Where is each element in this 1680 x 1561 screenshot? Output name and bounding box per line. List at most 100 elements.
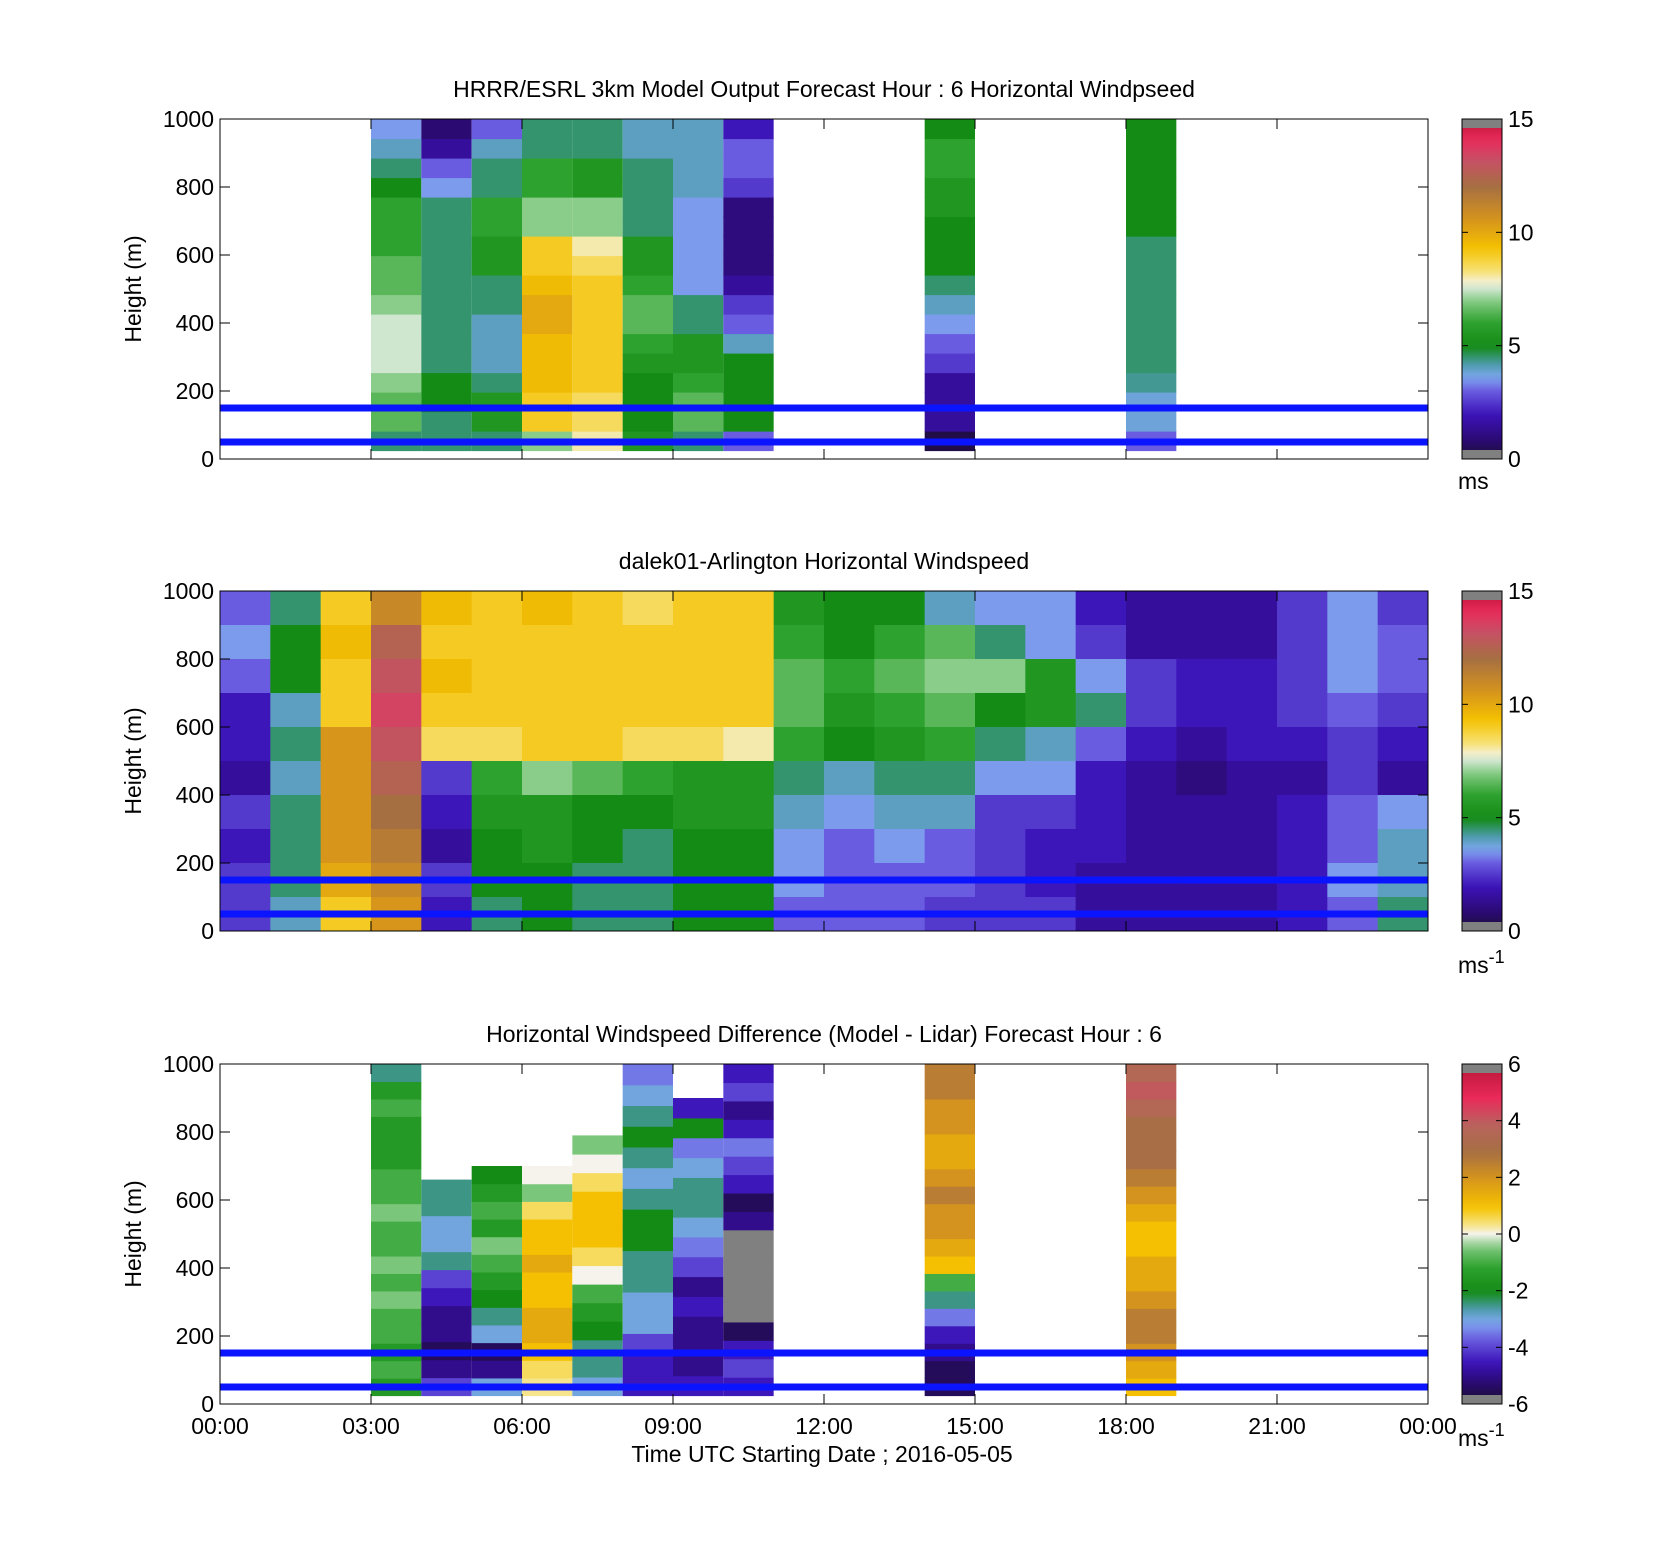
heatmap-cell bbox=[1176, 591, 1228, 626]
colorbar-tick-label: 5 bbox=[1508, 333, 1521, 359]
heatmap-cell bbox=[1226, 829, 1278, 864]
heatmap-cell bbox=[371, 1238, 422, 1257]
heatmap-cell bbox=[924, 1221, 975, 1240]
y-tick-label: 600 bbox=[176, 1187, 214, 1213]
heatmap-cell bbox=[723, 275, 774, 296]
heatmap-cell bbox=[371, 1186, 422, 1205]
heatmap-cell bbox=[522, 693, 573, 728]
y-tick-label: 600 bbox=[176, 714, 214, 740]
heatmap-cell bbox=[371, 829, 422, 864]
heatmap-cell bbox=[622, 411, 673, 432]
heatmap-cell bbox=[371, 1133, 422, 1152]
colorbar-tick-label: 0 bbox=[1508, 1221, 1521, 1247]
heatmap-cell bbox=[471, 761, 523, 796]
heatmap-cell bbox=[421, 353, 472, 374]
heatmap-cell bbox=[1025, 795, 1077, 830]
heatmap-cell bbox=[371, 727, 422, 762]
heatmap-cell bbox=[522, 236, 573, 257]
heatmap-cell bbox=[220, 829, 271, 864]
heatmap-cell bbox=[371, 1273, 422, 1292]
heatmap-cell bbox=[924, 1186, 975, 1205]
colorbar-tick-label: 0 bbox=[1508, 446, 1521, 472]
heatmap-cell bbox=[723, 1100, 774, 1120]
heatmap-cell bbox=[1277, 659, 1328, 694]
heatmap-cell bbox=[1025, 693, 1077, 728]
heatmap-cell bbox=[371, 1098, 422, 1117]
colorbar-overflow-low bbox=[1462, 1395, 1502, 1404]
heatmap-cell bbox=[1126, 236, 1177, 257]
heatmap-cell bbox=[1126, 1325, 1177, 1344]
heatmap-cell bbox=[622, 659, 674, 694]
heatmap-cell bbox=[622, 1064, 673, 1086]
heatmap-cell bbox=[924, 119, 975, 140]
heatmap-cell bbox=[673, 197, 724, 218]
heatmap-cell bbox=[371, 216, 422, 237]
heatmap-cell bbox=[924, 659, 976, 694]
heatmap-cell bbox=[924, 255, 975, 276]
heatmap-cell bbox=[471, 1254, 522, 1273]
heatmap-cell bbox=[572, 177, 623, 198]
panel-1: 0 200 400 600 800 1000 HRRR/ESRL 3km Model Out… bbox=[120, 76, 1534, 494]
y-tick-label: 400 bbox=[176, 1255, 214, 1281]
heatmap-cell bbox=[471, 138, 522, 159]
colorbar-tick-label: -6 bbox=[1508, 1391, 1528, 1417]
heatmap-cell bbox=[924, 1203, 975, 1222]
heatmap-cell bbox=[471, 1166, 522, 1185]
heatmap-cell bbox=[924, 314, 975, 335]
heatmap-cell bbox=[924, 1081, 975, 1100]
heatmap-cell bbox=[371, 625, 422, 660]
heatmap-cell bbox=[1075, 829, 1127, 864]
heatmap-cell bbox=[471, 829, 523, 864]
heatmap-cell bbox=[1226, 591, 1278, 626]
colorbar-overflow-low bbox=[1462, 922, 1502, 931]
heatmap-cell bbox=[1126, 119, 1177, 140]
heatmap-cell bbox=[371, 333, 422, 354]
heatmap-cell bbox=[924, 1255, 975, 1274]
heatmap-cell bbox=[572, 1321, 623, 1341]
y-tick-label: 200 bbox=[176, 1323, 214, 1349]
colorbar bbox=[1462, 1064, 1502, 1404]
heatmap-cell bbox=[723, 1358, 774, 1378]
heatmap-cell bbox=[471, 255, 522, 276]
heatmap-cell bbox=[673, 372, 724, 393]
y-tick-label: 200 bbox=[176, 378, 214, 404]
colorbar-tick-label: 15 bbox=[1508, 106, 1534, 132]
heatmap-cell bbox=[572, 1358, 623, 1378]
y-tick-label: 1000 bbox=[163, 1051, 214, 1077]
heatmap-cell bbox=[371, 1290, 422, 1309]
heatmap-cell bbox=[522, 591, 573, 626]
heatmap-cell bbox=[471, 158, 522, 179]
heatmap-cell bbox=[1126, 1308, 1177, 1327]
heatmap-cell bbox=[421, 1269, 472, 1289]
heatmap-cell bbox=[471, 275, 522, 296]
heatmap-cell bbox=[270, 829, 322, 864]
heatmap-cell bbox=[673, 119, 724, 140]
heatmap-cell bbox=[572, 197, 623, 218]
heatmap-cell bbox=[1226, 693, 1278, 728]
heatmap-cell bbox=[371, 372, 422, 393]
heatmap-cell bbox=[1126, 1290, 1177, 1309]
heatmap-cell bbox=[522, 1360, 573, 1379]
heatmap-cell bbox=[471, 1236, 522, 1255]
heatmap-cell bbox=[522, 138, 573, 159]
heatmap-cell bbox=[622, 1250, 673, 1272]
heatmap-cell bbox=[673, 1276, 724, 1297]
heatmap-cell bbox=[723, 1064, 774, 1084]
heatmap-cell bbox=[1126, 197, 1177, 218]
y-tick-label: 400 bbox=[176, 310, 214, 336]
heatmap-cell bbox=[572, 1172, 623, 1192]
heatmap-cell bbox=[270, 659, 322, 694]
heatmap-cell bbox=[522, 158, 573, 179]
heatmap-cell bbox=[924, 693, 976, 728]
heatmap-cell bbox=[622, 693, 674, 728]
heatmap-cell bbox=[572, 119, 623, 140]
x-tick-label: 06:00 bbox=[493, 1413, 551, 1439]
x-tick-label: 03:00 bbox=[342, 1413, 400, 1439]
heatmap-cell bbox=[1126, 1203, 1177, 1222]
x-tick-label: 00:00 bbox=[191, 1413, 249, 1439]
heatmap-cell bbox=[773, 591, 825, 626]
heatmap-cell bbox=[1126, 1098, 1177, 1117]
heatmap-cell bbox=[1126, 1064, 1177, 1083]
panel-title: HRRR/ESRL 3km Model Output Forecast Hour… bbox=[453, 76, 1195, 102]
heatmap-cell bbox=[723, 1229, 774, 1249]
